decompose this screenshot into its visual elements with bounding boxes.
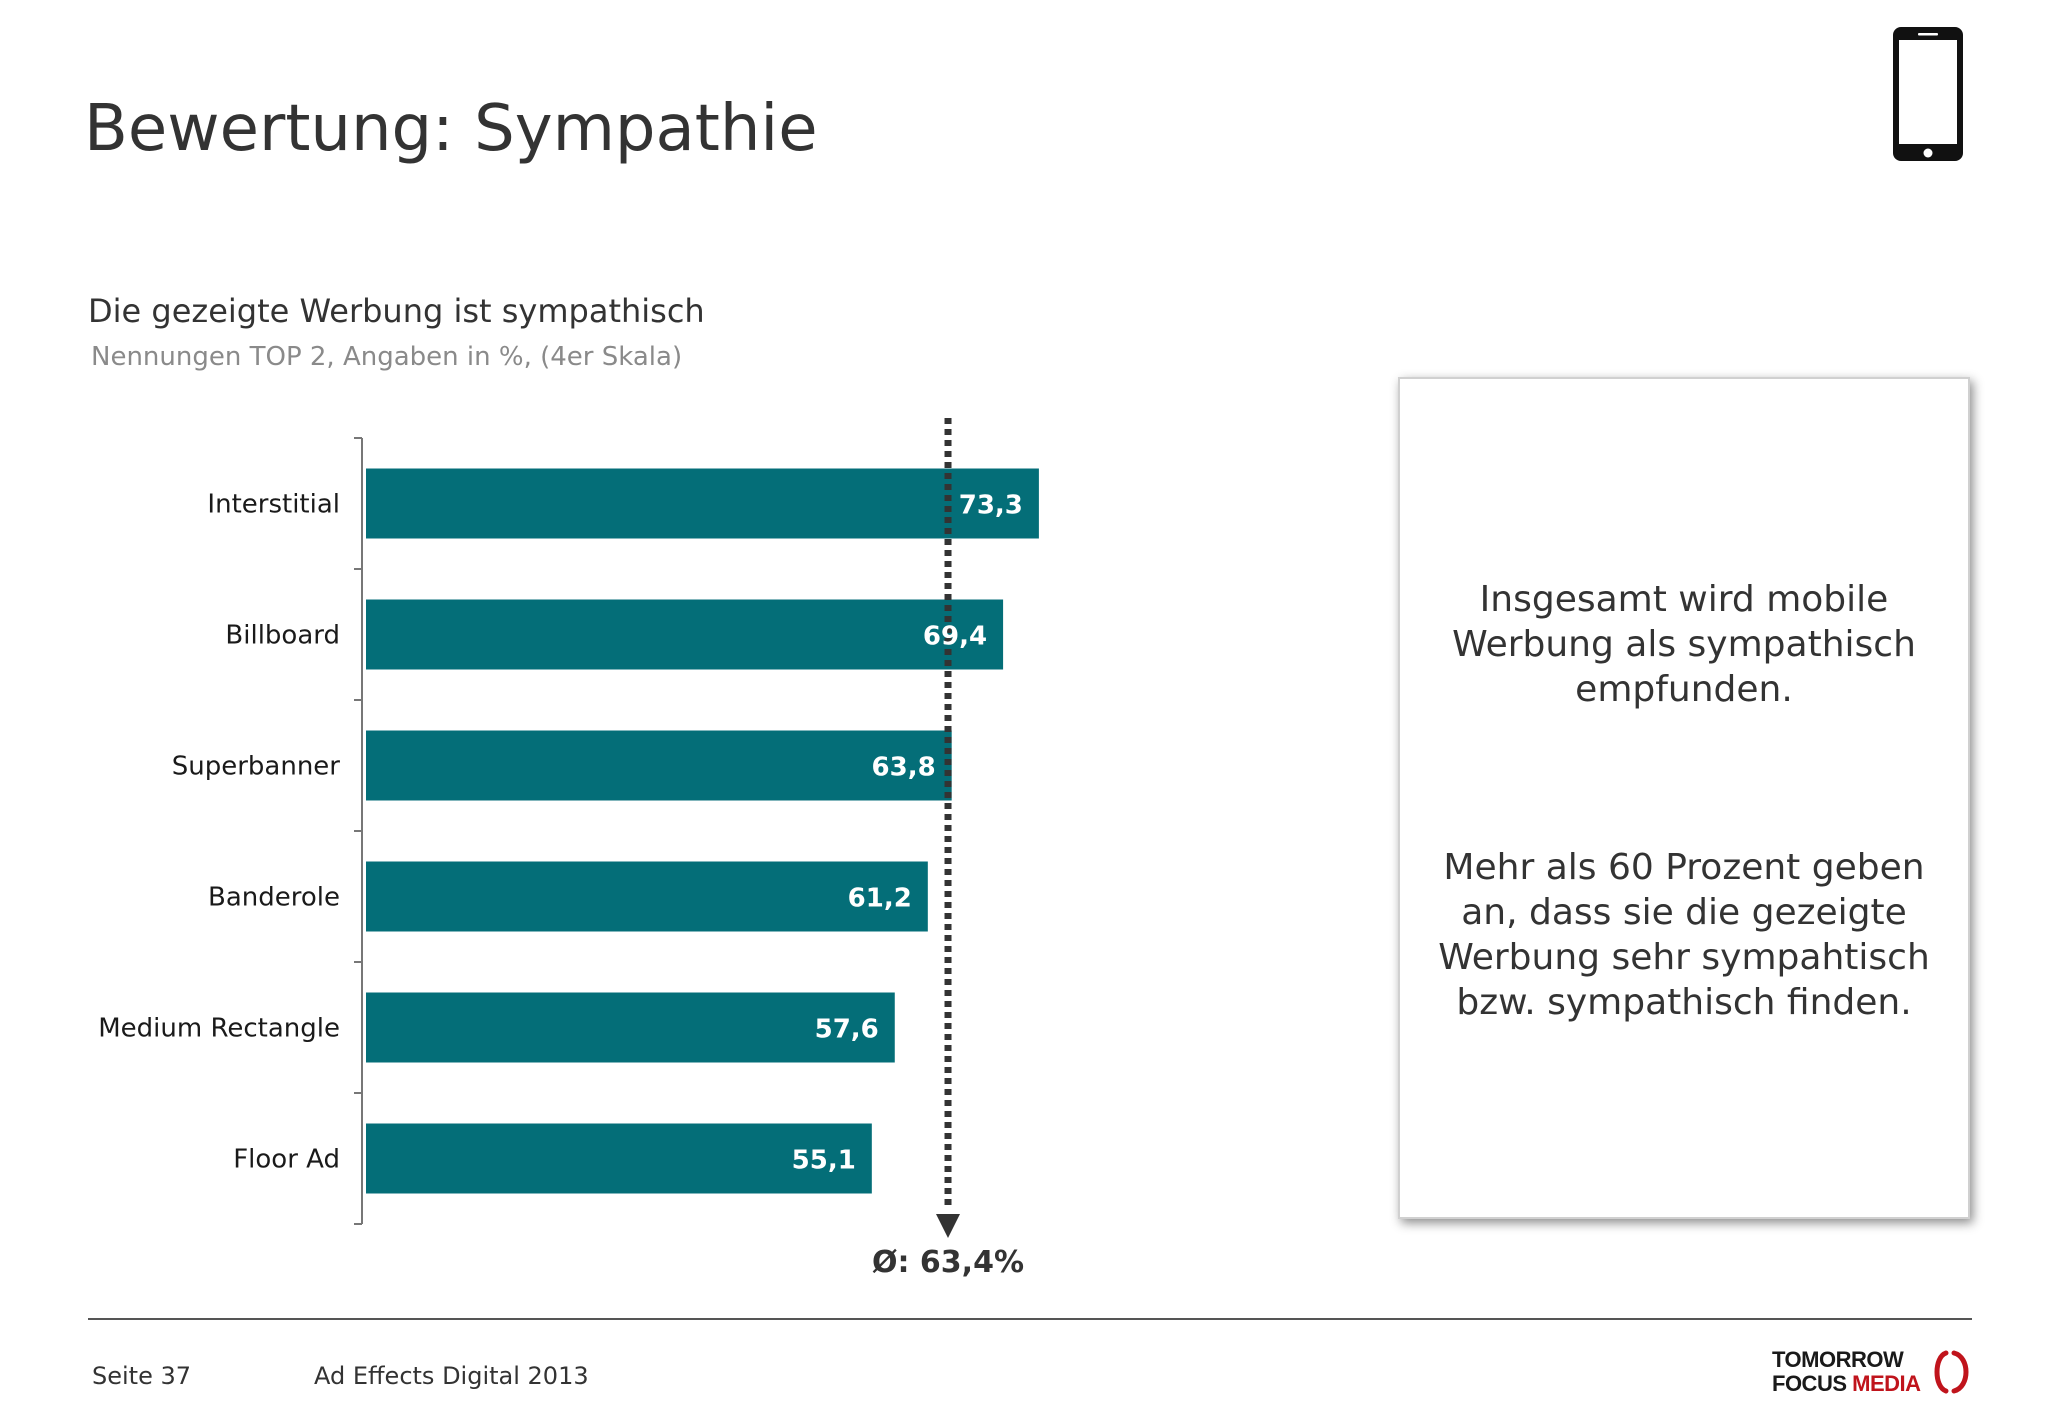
info-text-summary: Insgesamt wird mobile Werbung als sympat…: [1452, 579, 1916, 710]
bar-superbanner: [366, 730, 952, 801]
logo-mark-icon: [1934, 1350, 1969, 1394]
bar-medium-rectangle: [366, 992, 895, 1063]
category-label: Floor Ad: [233, 1145, 340, 1175]
category-label: Medium Rectangle: [98, 1014, 340, 1044]
bar-interstitial: [366, 468, 1039, 539]
document-title: Ad Effects Digital 2013: [314, 1362, 589, 1390]
info-text-detail: Mehr als 60 Prozent geben an, dass sie d…: [1438, 847, 1930, 1023]
category-label: Interstitial: [207, 490, 340, 520]
average-arrow: [936, 1214, 961, 1238]
bar-banderole: [366, 861, 928, 932]
category-label: Billboard: [225, 621, 340, 651]
logo-line-1: TOMORROW: [1772, 1347, 1904, 1372]
chart-title: Die gezeigte Werbung ist sympathisch: [88, 292, 705, 330]
smartphone-icon: [1893, 27, 1963, 161]
bar-floor-ad: [366, 1123, 872, 1194]
average-label: Ø: 63,4%: [872, 1245, 1024, 1280]
chart-subtitle: Nennungen TOP 2, Angaben in %, (4er Skal…: [91, 342, 683, 372]
value-label: 55,1: [792, 1146, 856, 1176]
page-title: Bewertung: Sympathie: [84, 92, 818, 166]
category-label: Superbanner: [172, 752, 341, 782]
value-label: 69,4: [923, 622, 987, 652]
tomorrow-focus-media-logo: TOMORROW FOCUS MEDIA: [1772, 1346, 1972, 1400]
bar-chart: Interstitial Billboard Superbanner Banderol…: [98, 418, 1039, 1280]
footer-divider: [88, 1318, 1972, 1320]
value-label: 57,6: [815, 1015, 879, 1045]
info-box: Insgesamt wird mobile Werbung als sympat…: [1398, 377, 1970, 1219]
category-label: Banderole: [208, 883, 340, 913]
bar-billboard: [366, 599, 1004, 670]
page-number: Seite 37: [92, 1362, 192, 1390]
logo-line-2: FOCUS MEDIA: [1772, 1371, 1921, 1396]
value-label: 63,8: [872, 753, 936, 783]
value-label: 73,3: [959, 491, 1023, 521]
value-label: 61,2: [848, 884, 912, 914]
